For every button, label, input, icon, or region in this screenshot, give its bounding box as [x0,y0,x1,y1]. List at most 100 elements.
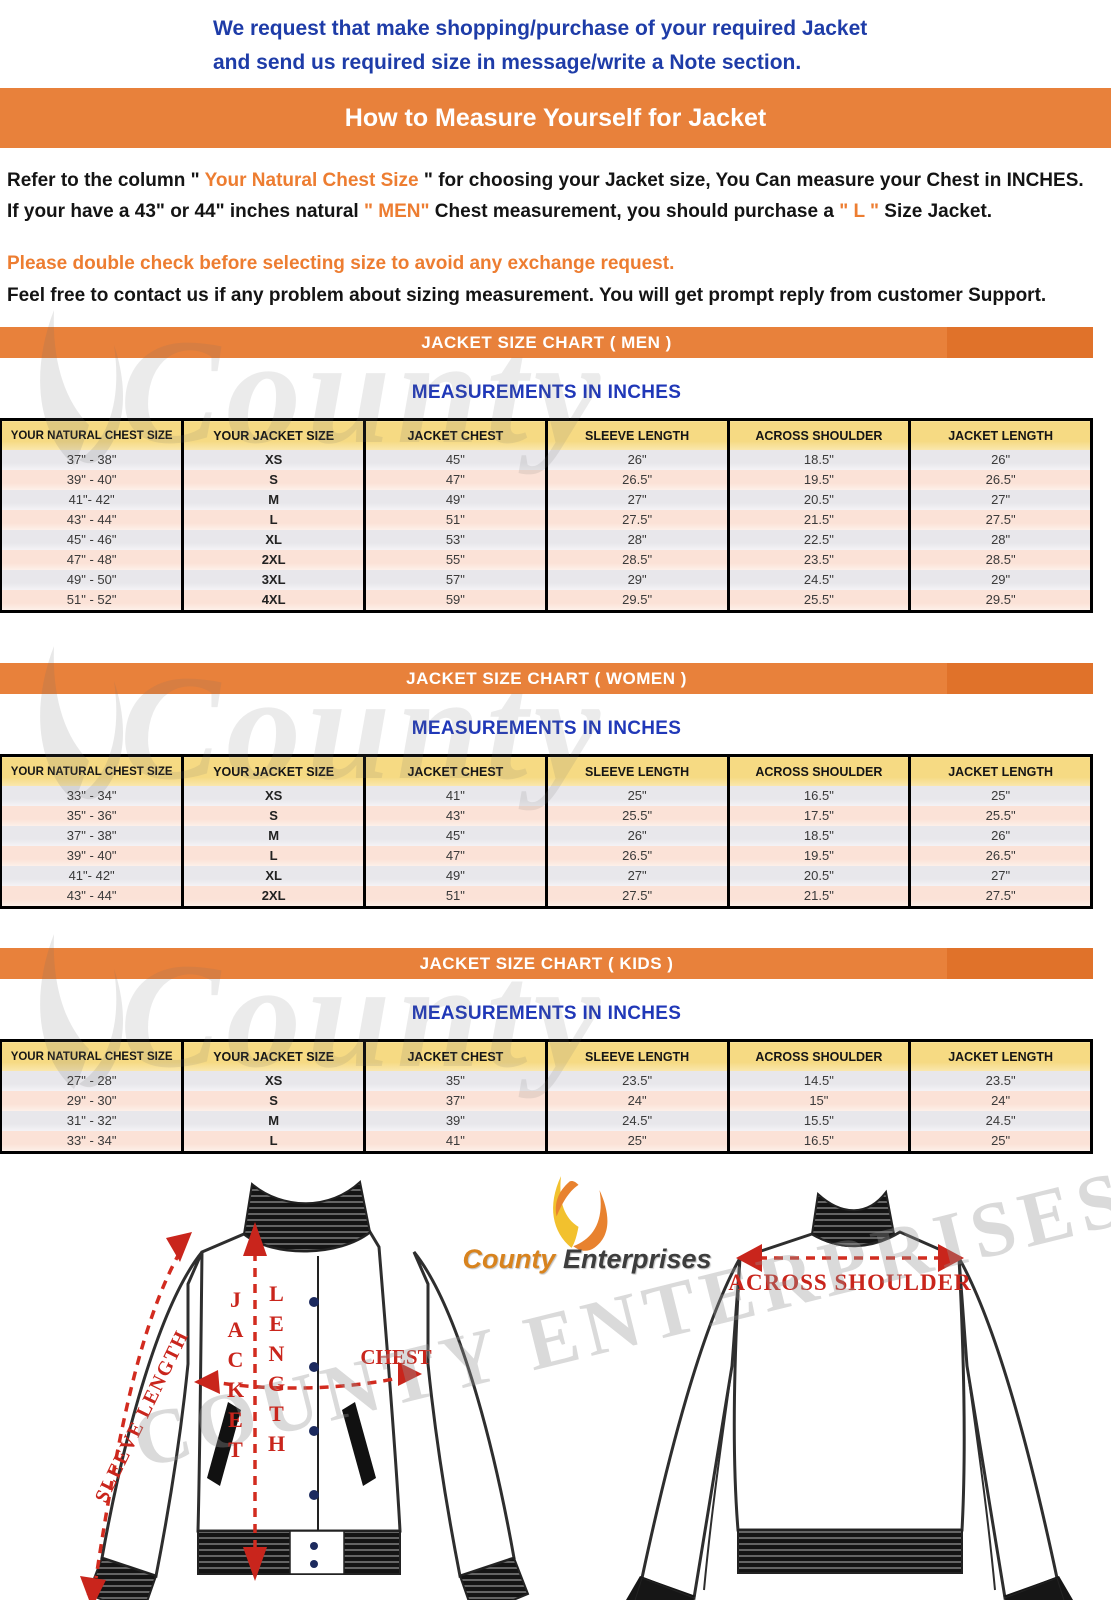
size-cell: 29" [908,570,1092,590]
instruction-text: Chest measurement, you should purchase a [429,201,840,222]
size-cell: 26.5" [908,470,1092,490]
size-cell: 26.5" [544,470,728,490]
intro-line-2: and send us required size in message/wri… [213,51,802,74]
button [309,1297,319,1307]
logo-enterprises: Enterprises [562,1244,712,1274]
size-cell: 27" [908,490,1092,510]
left-sleeve-seam [703,1365,733,1591]
size-cell: 27" [544,866,728,886]
column-header: SLEEVE LENGTH [544,1040,728,1071]
length-word-label: LENGTH [264,1281,289,1461]
column-header: YOUR JACKET SIZE [181,1040,365,1071]
size-cell: 22.5" [726,530,910,550]
size-cell: 28" [908,530,1092,550]
size-cell: 39" - 40" [1,470,183,490]
men-chart-banner: JACKET SIZE CHART ( MEN ) [0,327,1093,358]
size-cell: 49" [363,490,547,510]
size-cell: 27.5" [544,510,728,530]
instruction-text: If your have a 43" or 44" inches natural [7,201,364,222]
arrowhead-up [243,1222,267,1256]
size-cell: M [181,1111,365,1131]
size-row: 41"- 42" XL 49" 27" 20.5" 27" [1,866,1092,886]
column-header: JACKET CHEST [363,755,547,786]
column-header: YOUR NATURAL CHEST SIZE [1,419,183,450]
size-cell: 57" [363,570,547,590]
left-pocket [207,1402,241,1486]
size-cell: XS [181,450,365,470]
size-cell: 29.5" [908,590,1092,612]
men-chart-subtitle: MEASUREMENTS IN INCHES [411,382,682,403]
arrowhead-down [80,1576,106,1600]
size-cell: M [181,490,365,510]
size-cell: 24.5" [908,1111,1092,1131]
front-collar [242,1180,372,1252]
size-cell: 26.5" [908,846,1092,866]
size-cell: 41" [363,786,547,806]
size-cell: L [181,1131,365,1153]
sleeve-length-arrow [94,1251,182,1579]
size-cell: S [181,1091,365,1111]
size-cell: 45" - 46" [1,530,183,550]
size-cell: 25.5" [544,806,728,826]
size-cell: 25" [908,1131,1092,1153]
size-cell: 41"- 42" [1,866,183,886]
size-cell: 26" [908,826,1092,846]
size-cell: 2XL [181,886,365,908]
size-cell: 28.5" [908,550,1092,570]
size-cell: 26" [908,450,1092,470]
size-cell: 35" [363,1071,547,1091]
size-cell: 41" [363,1131,547,1153]
size-cell: 14.5" [726,1071,910,1091]
men-highlight: " MEN" [363,201,430,222]
button [309,1490,319,1500]
size-cell: 20.5" [726,866,910,886]
women-size-table: YOUR NATURAL CHEST SIZE YOUR JACKET SIZE J… [0,754,1093,909]
size-cell: 37" [363,1091,547,1111]
size-cell: 59" [363,590,547,612]
double-check-warning: Please double check before selecting siz… [7,253,675,274]
instruction-line-2: If your have a 43" or 44" inches natural… [7,196,1103,227]
instruction-text: " for choosing your Jacket size, You Can… [418,170,1084,191]
size-cell: 51" [363,510,547,530]
size-cell: 37" - 38" [1,450,183,470]
size-cell: 53" [363,530,547,550]
chest-label: CHEST [360,1345,431,1369]
back-collar [810,1189,896,1247]
column-header: JACKET CHEST [363,419,547,450]
size-cell: 23.5" [726,550,910,570]
chest-size-highlight: Your Natural Chest Size [204,170,419,191]
chest-arrow [207,1374,409,1390]
size-cell: 4XL [181,590,365,612]
column-header: ACROSS SHOULDER [726,419,910,450]
column-header: YOUR NATURAL CHEST SIZE [1,1040,183,1071]
size-cell: 24.5" [544,1111,728,1131]
size-cell: L [181,510,365,530]
size-cell: 27.5" [908,510,1092,530]
size-cell: 29" - 30" [1,1091,183,1111]
size-cell: XL [181,530,365,550]
size-cell: 47" [363,846,547,866]
column-header: JACKET LENGTH [908,1040,1092,1071]
arrowhead-left [194,1370,220,1394]
size-row: 41"- 42" M 49" 27" 20.5" 27" [1,490,1092,510]
size-row: 33" - 34" L 41" 25" 16.5" 25" [1,1131,1092,1153]
size-cell: XS [181,786,365,806]
kids-size-table: YOUR NATURAL CHEST SIZE YOUR JACKET SIZE J… [0,1039,1093,1154]
size-cell: 31" - 32" [1,1111,183,1131]
size-cell: 24" [544,1091,728,1111]
size-cell: 35" - 36" [1,806,183,826]
size-cell: 26.5" [544,846,728,866]
header-row: YOUR NATURAL CHEST SIZE YOUR JACKET SIZE J… [1,755,1092,786]
size-row: 31" - 32" M 39" 24.5" 15.5" 24.5" [1,1111,1092,1131]
column-header: JACKET LENGTH [908,419,1092,450]
size-cell: 26" [544,826,728,846]
women-chart-banner: JACKET SIZE CHART ( WOMEN ) [0,663,1093,694]
column-header: SLEEVE LENGTH [544,755,728,786]
back-right-cuff [1004,1577,1065,1600]
size-cell: 26" [544,450,728,470]
size-row: 45" - 46" XL 53" 28" 22.5" 28" [1,530,1092,550]
size-cell: 47" - 48" [1,550,183,570]
size-cell: 49" - 50" [1,570,183,590]
size-cell: 25" [908,786,1092,806]
